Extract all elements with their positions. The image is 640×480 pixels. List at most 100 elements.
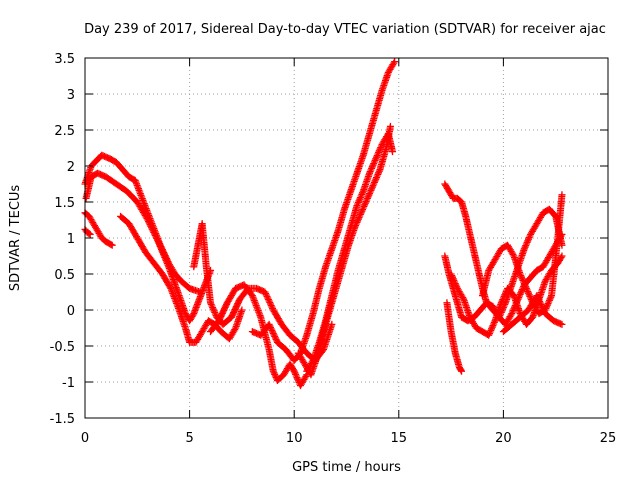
data-point xyxy=(161,255,169,263)
data-point xyxy=(366,190,374,198)
data-point xyxy=(163,258,171,266)
data-point xyxy=(375,167,383,175)
data-point xyxy=(371,177,379,185)
data-point xyxy=(354,198,362,206)
data-point xyxy=(360,202,368,210)
data-point xyxy=(159,249,167,257)
data-point xyxy=(538,304,546,312)
data-point xyxy=(501,289,509,297)
data-point xyxy=(155,239,163,247)
data-point xyxy=(269,367,277,375)
data-point xyxy=(358,190,366,198)
data-point xyxy=(500,292,508,300)
data-point xyxy=(161,253,169,261)
y-tick-label: -1.5 xyxy=(50,412,75,427)
series-arc-8 xyxy=(248,58,399,364)
data-point xyxy=(457,366,465,374)
data-point xyxy=(369,182,377,190)
data-point xyxy=(533,292,541,300)
data-point xyxy=(211,310,219,318)
data-point xyxy=(372,175,380,183)
data-point xyxy=(361,199,369,207)
data-point xyxy=(291,369,299,377)
data-point xyxy=(153,235,161,243)
data-point xyxy=(521,243,529,251)
data-point xyxy=(519,276,527,284)
data-point xyxy=(375,169,383,177)
data-point xyxy=(525,291,533,299)
series-arc-5 xyxy=(117,212,246,346)
data-point xyxy=(157,244,165,252)
data-point xyxy=(517,289,525,297)
data-point xyxy=(271,372,279,380)
data-point xyxy=(372,153,380,161)
data-point xyxy=(522,283,530,291)
data-point xyxy=(524,288,532,296)
data-point xyxy=(486,328,494,336)
data-point xyxy=(270,369,278,377)
data-point xyxy=(521,281,529,289)
data-point xyxy=(153,236,161,244)
data-point xyxy=(227,313,235,321)
data-point xyxy=(365,191,373,199)
data-point xyxy=(543,301,551,309)
data-points xyxy=(81,58,566,390)
data-point xyxy=(451,278,459,286)
data-point xyxy=(507,311,515,319)
data-point xyxy=(370,158,378,166)
y-axis-label: SDTVAR / TECUs xyxy=(8,185,23,292)
series-arc-13 xyxy=(443,299,466,375)
data-point xyxy=(524,237,532,245)
data-point xyxy=(147,222,155,230)
x-tick-label: 10 xyxy=(286,431,303,446)
data-point xyxy=(497,299,505,307)
data-point xyxy=(498,297,506,305)
data-point xyxy=(210,307,218,315)
data-point xyxy=(366,168,374,176)
data-point xyxy=(367,186,375,194)
y-tick-label: 2 xyxy=(67,160,75,175)
data-point xyxy=(357,192,365,200)
data-point xyxy=(160,252,168,260)
data-point xyxy=(268,303,276,311)
data-point xyxy=(368,183,376,191)
data-point xyxy=(150,230,158,238)
data-point xyxy=(359,189,367,197)
series-arc-7 xyxy=(207,281,311,390)
data-point xyxy=(526,292,534,300)
data-point xyxy=(147,224,155,232)
data-point xyxy=(522,284,530,292)
y-tick-label: 2.5 xyxy=(54,124,75,139)
data-point xyxy=(377,142,385,150)
data-point xyxy=(544,300,552,308)
data-point xyxy=(448,273,456,281)
data-point xyxy=(376,145,384,153)
data-point xyxy=(294,375,302,383)
data-point xyxy=(86,230,94,238)
data-point xyxy=(159,250,167,258)
data-point xyxy=(558,252,566,260)
data-point xyxy=(85,230,93,238)
data-point xyxy=(216,314,224,322)
data-point xyxy=(508,308,516,316)
data-point xyxy=(447,270,455,278)
data-point xyxy=(517,272,525,280)
data-point xyxy=(143,215,151,222)
data-point xyxy=(228,312,236,320)
data-point xyxy=(216,315,224,323)
data-point xyxy=(386,122,394,130)
data-point xyxy=(356,195,364,203)
y-tick-label: 3.5 xyxy=(54,52,75,67)
data-point xyxy=(449,275,457,283)
data-point xyxy=(518,273,526,281)
data-point xyxy=(156,242,164,250)
data-point xyxy=(368,163,376,171)
data-point xyxy=(261,288,269,296)
data-point xyxy=(354,200,362,208)
data-point xyxy=(535,296,543,304)
data-point xyxy=(209,305,217,313)
data-point xyxy=(389,148,397,156)
data-point xyxy=(373,172,381,180)
data-point xyxy=(448,272,456,280)
